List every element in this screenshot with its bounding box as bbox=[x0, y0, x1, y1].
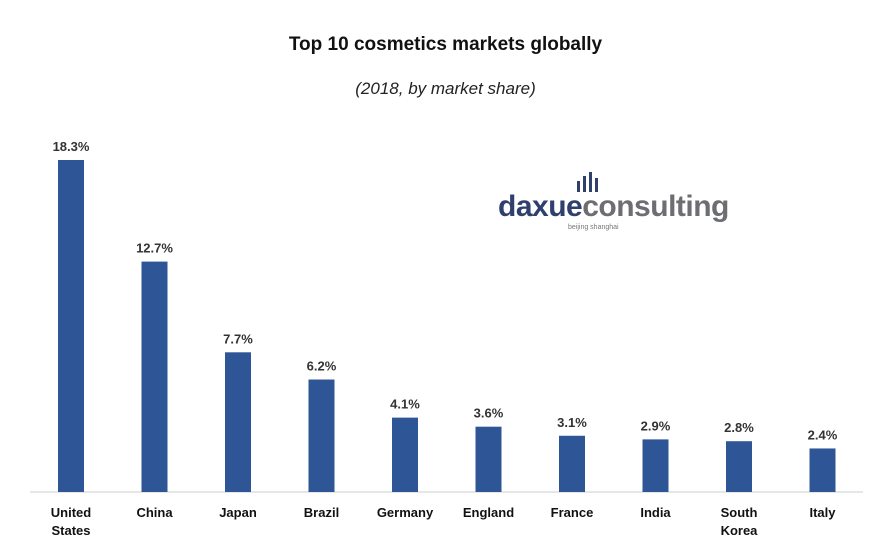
logo-tagline: beijing shanghai bbox=[568, 224, 619, 231]
logo-wordmark: daxueconsulting bbox=[498, 190, 729, 224]
bar bbox=[58, 160, 84, 492]
bar bbox=[141, 261, 168, 492]
bar-value-label: 3.6% bbox=[474, 406, 504, 421]
bar-value-label: 12.7% bbox=[136, 241, 173, 256]
bar bbox=[392, 417, 418, 492]
bar-value-label: 4.1% bbox=[390, 397, 420, 412]
bar bbox=[225, 352, 251, 492]
x-tick-label: Japan bbox=[219, 505, 257, 520]
x-tick-label: Brazil bbox=[304, 505, 339, 520]
bar-value-label: 7.7% bbox=[223, 331, 253, 346]
bar bbox=[809, 448, 836, 492]
logo-brand-part2: consulting bbox=[582, 190, 729, 223]
bar-value-label: 3.1% bbox=[557, 415, 587, 430]
bar bbox=[475, 426, 502, 492]
bar bbox=[559, 435, 585, 492]
bar-value-label: 2.8% bbox=[724, 420, 754, 435]
bar bbox=[308, 379, 335, 492]
x-tick-label: States bbox=[51, 523, 90, 538]
x-tick-label: England bbox=[463, 505, 514, 520]
bar-value-label: 6.2% bbox=[307, 359, 337, 374]
chart-subtitle: (2018, by market share) bbox=[355, 79, 536, 98]
daxue-consulting-logo: daxueconsulting beijing shanghai bbox=[498, 172, 748, 234]
logo-brand-part1: daxue bbox=[498, 190, 583, 223]
x-tick-label: Korea bbox=[721, 523, 759, 538]
bar-value-label: 18.3% bbox=[53, 139, 90, 154]
x-tick-label: France bbox=[551, 505, 594, 520]
logo-bars-icon bbox=[577, 172, 598, 192]
bar-value-label: 2.9% bbox=[641, 418, 671, 433]
x-tick-label: South bbox=[721, 505, 758, 520]
chart-title: Top 10 cosmetics markets globally bbox=[288, 34, 603, 55]
bar bbox=[726, 441, 752, 492]
x-tick-label: Germany bbox=[377, 505, 434, 520]
x-tick-label: India bbox=[640, 505, 671, 520]
bar-value-label: 2.4% bbox=[808, 427, 838, 442]
x-tick-label: China bbox=[136, 505, 173, 520]
bars-layer: 18.3% United States 12.7% China 7.7% Japan 6.2%… bbox=[51, 139, 838, 538]
bar bbox=[642, 439, 669, 492]
x-tick-label: Italy bbox=[809, 505, 836, 520]
x-tick-label: United bbox=[51, 505, 92, 520]
